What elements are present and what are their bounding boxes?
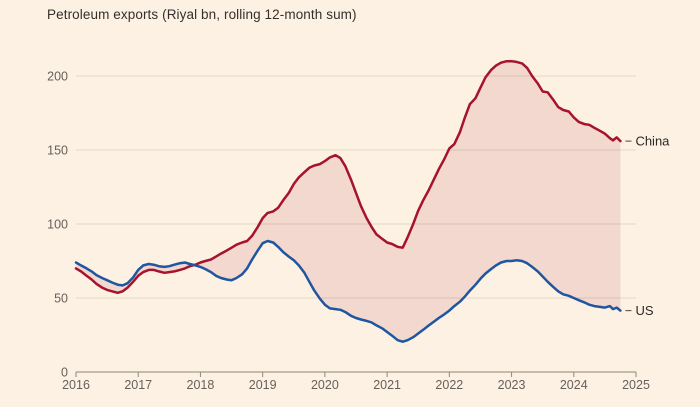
x-tick-label-2024: 2024 bbox=[560, 378, 588, 392]
y-tick-label-100: 100 bbox=[47, 218, 68, 232]
x-tick-label-2019: 2019 bbox=[249, 378, 277, 392]
x-tick-label-2018: 2018 bbox=[187, 378, 215, 392]
series-label-us: US bbox=[635, 303, 653, 318]
x-axis: 2016 2017 2018 2019 2020 2021 2022 2023 2024 2025 bbox=[62, 371, 650, 392]
series-label-china: China bbox=[635, 134, 670, 149]
series-line-us bbox=[74, 239, 622, 343]
x-tick-label-2016: 2016 bbox=[62, 378, 90, 392]
fill-between-china-us bbox=[76, 61, 621, 342]
line-end-label-china: China bbox=[625, 134, 670, 149]
x-tick-label-2020: 2020 bbox=[311, 378, 339, 392]
line-end-label-us: US bbox=[625, 303, 654, 318]
series-line-china bbox=[74, 59, 622, 295]
chart-title: Petroleum exports (Riyal bn, rolling 12-… bbox=[47, 7, 357, 22]
y-axis-labels: 0 50 100 150 200 bbox=[47, 70, 68, 380]
y-tick-label-150: 150 bbox=[47, 144, 68, 158]
x-tick-label-2021: 2021 bbox=[373, 378, 401, 392]
x-tick-label-2023: 2023 bbox=[498, 378, 526, 392]
x-tick-label-2025: 2025 bbox=[622, 378, 650, 392]
gridlines bbox=[76, 75, 636, 299]
y-tick-label-50: 50 bbox=[54, 292, 68, 306]
y-tick-label-200: 200 bbox=[47, 70, 68, 84]
x-tick-label-2017: 2017 bbox=[124, 378, 152, 392]
x-tick-label-2022: 2022 bbox=[435, 378, 463, 392]
y-tick-label-0: 0 bbox=[61, 366, 68, 380]
